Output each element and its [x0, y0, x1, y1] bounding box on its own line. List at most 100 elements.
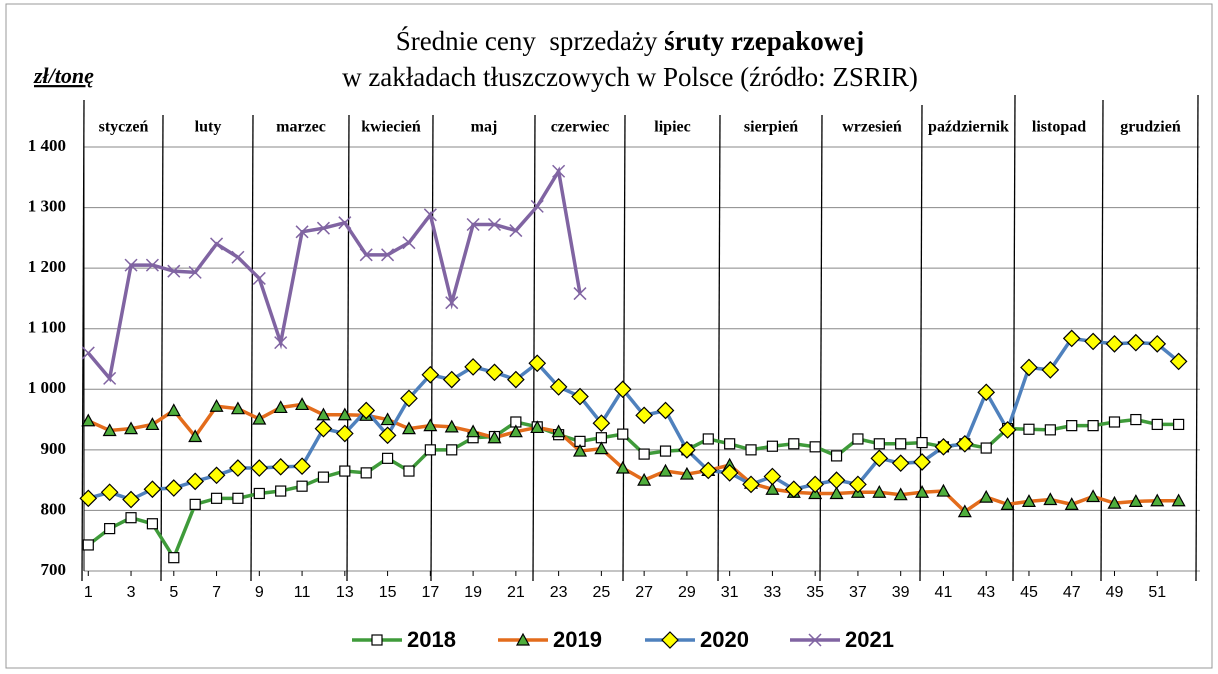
y-tick-label: 1 400	[28, 136, 66, 155]
marker	[104, 522, 116, 535]
marker	[915, 485, 930, 498]
marker	[295, 225, 309, 239]
marker	[146, 518, 159, 530]
marker	[1044, 424, 1056, 436]
marker	[1128, 494, 1143, 507]
x-tick-label: 3	[127, 584, 136, 601]
marker	[829, 486, 844, 500]
marker	[230, 401, 245, 415]
x-tick-label: 31	[721, 584, 739, 601]
marker	[402, 236, 416, 250]
marker	[1108, 416, 1121, 428]
marker	[232, 492, 244, 504]
marker	[316, 221, 330, 235]
marker	[423, 208, 437, 222]
marker	[979, 489, 994, 503]
marker	[656, 401, 675, 420]
marker	[81, 346, 95, 360]
marker	[252, 271, 266, 285]
marker	[295, 397, 310, 411]
x-tick-label: 25	[592, 584, 610, 601]
marker	[530, 199, 544, 213]
marker	[339, 465, 351, 477]
month-label: czerwiec	[551, 119, 610, 136]
marker	[143, 480, 162, 499]
marker	[955, 434, 974, 453]
marker	[1062, 329, 1081, 348]
marker	[1169, 352, 1188, 371]
marker	[103, 371, 117, 385]
title-plain: Średnie ceny sprzedaży	[396, 26, 658, 56]
x-tick-label: 29	[678, 584, 696, 601]
marker	[808, 633, 822, 647]
marker	[998, 421, 1017, 439]
month-label: luty	[195, 119, 222, 136]
marker	[573, 287, 587, 301]
marker	[253, 487, 265, 500]
marker	[444, 419, 459, 433]
x-tick-label: 5	[169, 584, 178, 601]
marker	[766, 440, 779, 452]
marker	[81, 413, 96, 427]
marker	[549, 378, 568, 396]
month-divider	[430, 114, 434, 582]
x-tick-label: 19	[464, 584, 482, 601]
marker	[335, 424, 354, 443]
marker	[849, 475, 867, 494]
marker	[401, 421, 416, 435]
month-divider	[250, 114, 254, 582]
marker	[1171, 493, 1186, 507]
month-label: październik	[928, 119, 1009, 136]
marker	[936, 483, 951, 497]
marker	[528, 354, 547, 373]
marker	[210, 492, 223, 504]
marker	[765, 481, 780, 495]
legend-item: 2019	[498, 627, 602, 652]
x-tick-label: 47	[1063, 584, 1081, 601]
marker	[271, 457, 290, 476]
marker	[82, 539, 94, 551]
x-tick-label: 41	[935, 584, 953, 601]
marker	[102, 423, 117, 437]
y-tick-label: 1 000	[28, 378, 66, 397]
month-divider	[346, 114, 350, 582]
marker	[167, 264, 181, 278]
marker	[1023, 423, 1035, 435]
marker	[1021, 494, 1036, 507]
marker	[166, 403, 181, 417]
x-tick-label: 15	[379, 584, 397, 601]
marker	[337, 407, 352, 421]
month-divider	[532, 114, 536, 582]
marker	[830, 450, 843, 462]
marker	[659, 445, 672, 457]
marker	[122, 490, 140, 509]
x-tick-label: 21	[507, 584, 525, 601]
marker	[446, 444, 458, 456]
marker	[893, 487, 908, 501]
marker	[661, 631, 679, 649]
marker	[1084, 332, 1102, 351]
month-label: listopad	[1032, 119, 1086, 136]
marker	[870, 449, 889, 468]
marker	[913, 453, 931, 471]
x-tick-label: 33	[764, 584, 782, 601]
marker	[595, 432, 607, 444]
x-tick-label: 7	[212, 584, 221, 601]
legend-label: 2019	[553, 627, 602, 652]
legend-label: 2018	[407, 627, 456, 652]
marker	[145, 258, 159, 272]
x-tick-label: 35	[806, 584, 824, 601]
marker	[613, 380, 632, 399]
chart-title: Średnie ceny sprzedaży śruty rzepakowej	[396, 26, 865, 56]
series-line	[86, 166, 582, 383]
marker	[210, 237, 224, 251]
marker	[293, 457, 311, 476]
marker	[189, 498, 201, 510]
x-tick-label: 43	[977, 584, 995, 601]
marker	[1130, 413, 1142, 426]
x-tick-label: 27	[635, 584, 653, 601]
month-label: sierpień	[744, 119, 798, 136]
marker	[250, 459, 269, 477]
x-tick-label: 51	[1148, 584, 1166, 601]
marker	[360, 467, 372, 479]
